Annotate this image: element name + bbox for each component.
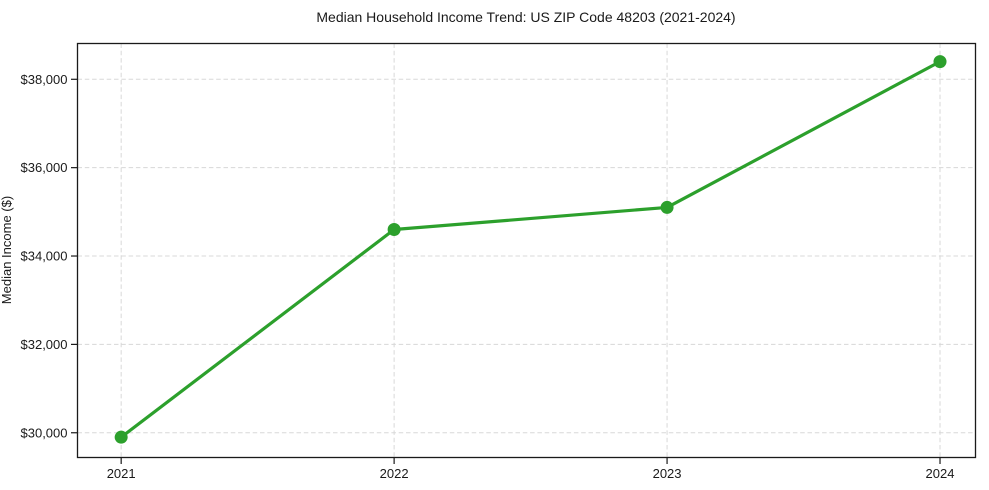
data-point-2024 <box>933 55 947 69</box>
x-tick-label-0: 2021 <box>107 466 136 481</box>
y-tick-label-3: $36,000 <box>21 160 68 175</box>
x-tick-label-3: 2024 <box>926 466 955 481</box>
data-point-2021 <box>114 430 128 444</box>
plot-border <box>76 42 977 459</box>
trend-line-median-household-income <box>119 60 942 439</box>
y-tick-label-2: $34,000 <box>21 249 68 264</box>
data-point-2022 <box>387 223 401 237</box>
y-tick-label-0: $30,000 <box>21 425 68 440</box>
x-tick-label-1: 2022 <box>380 466 409 481</box>
data-point-2023 <box>660 200 674 214</box>
y-tick-label-1: $32,000 <box>21 337 68 352</box>
chart-title: Median Household Income Trend: US ZIP Co… <box>316 9 736 25</box>
x-tick-label-2: 2023 <box>653 466 682 481</box>
y-tick-label-4: $38,000 <box>21 72 68 87</box>
